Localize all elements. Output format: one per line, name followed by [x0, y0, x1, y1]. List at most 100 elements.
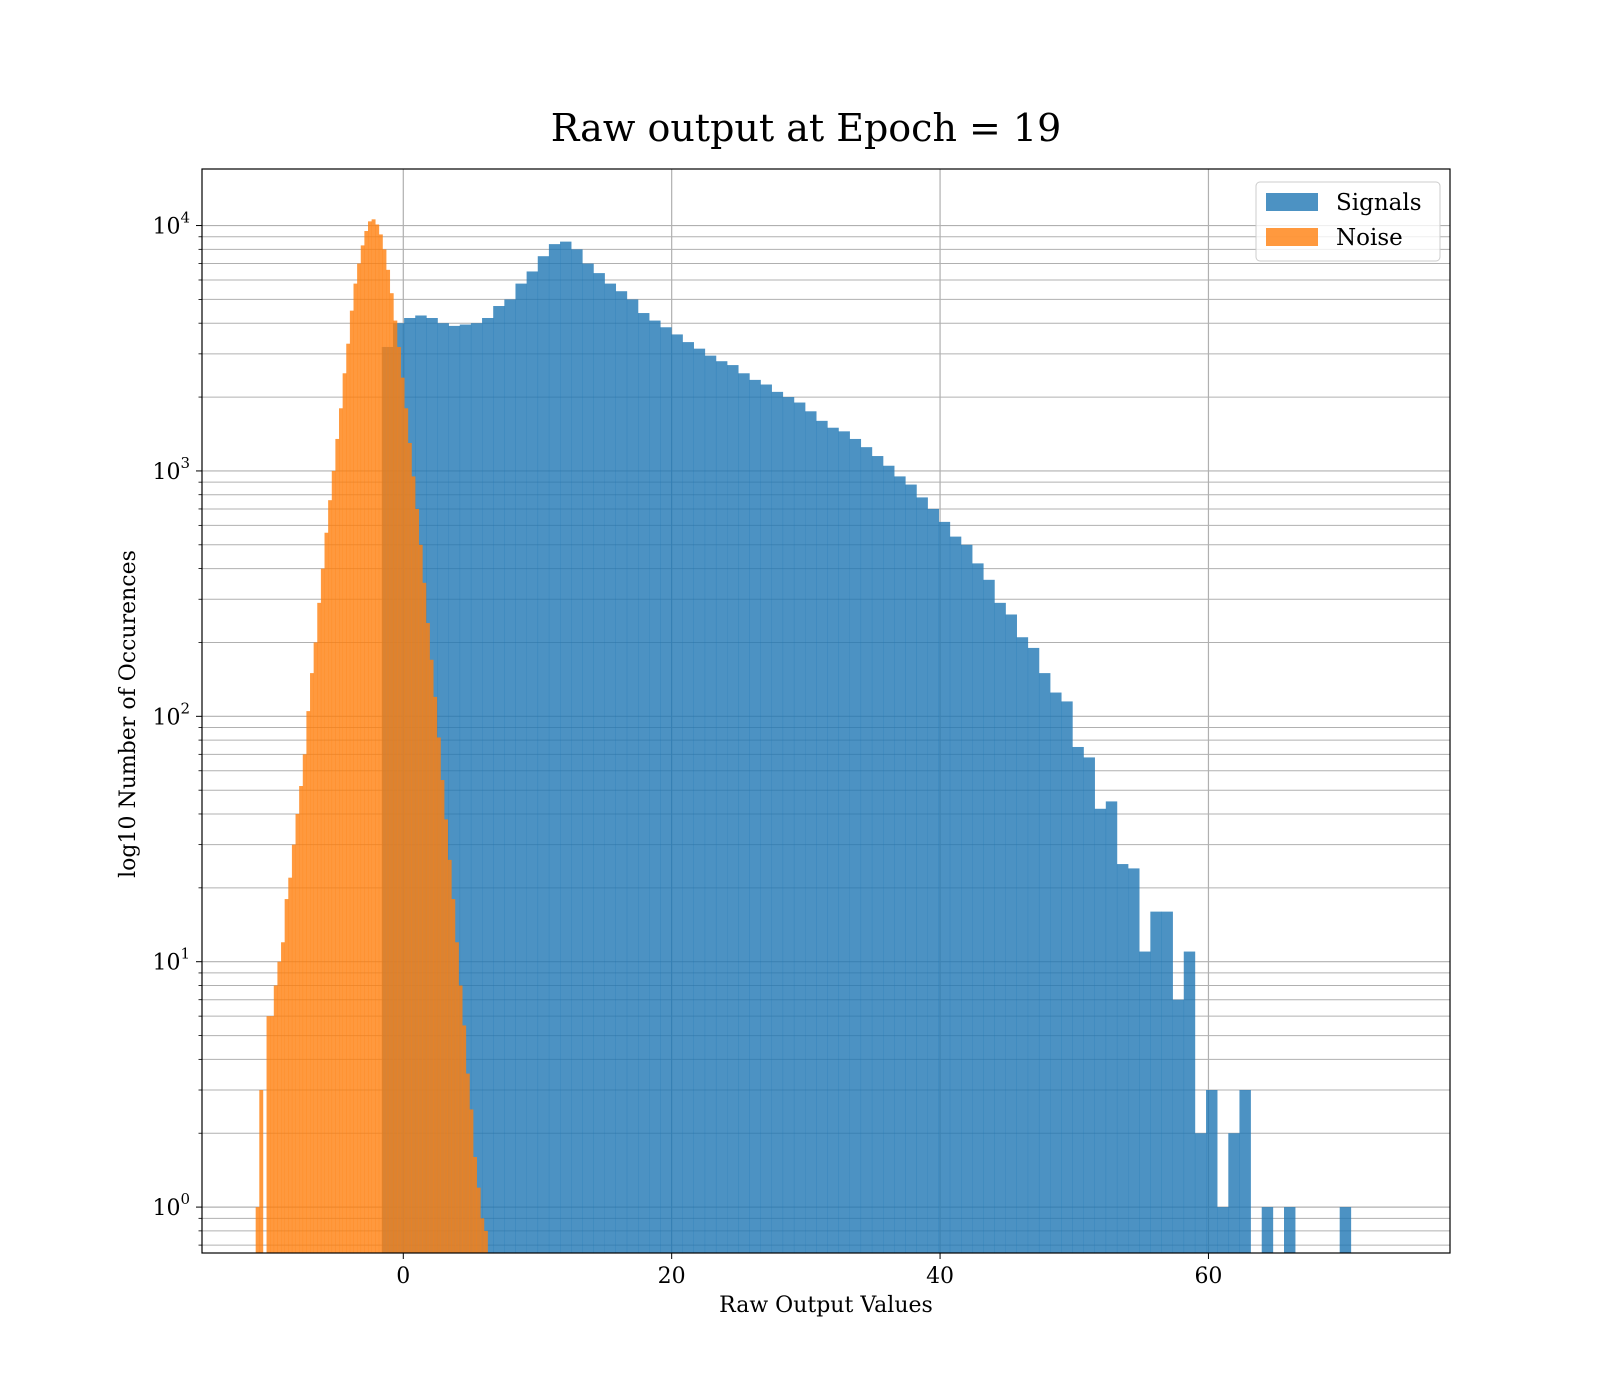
noise-bar [454, 942, 459, 1253]
signals-bar [883, 465, 895, 1253]
noise-bar [255, 1207, 260, 1253]
noise-bar [451, 899, 456, 1253]
signals-bar [1005, 614, 1017, 1253]
signals-bar [1139, 951, 1151, 1253]
y-axis-label: log10 Number of Occurences [116, 550, 141, 878]
noise-bar [273, 985, 278, 1253]
legend-swatch-signals [1266, 193, 1318, 211]
x-axis-label: Raw Output Values [719, 1293, 933, 1318]
signals-bar [1217, 1207, 1229, 1253]
noise-bar [284, 899, 289, 1253]
signals-bar [1339, 1207, 1352, 1253]
y-tick-exponent: 1 [180, 945, 190, 963]
noise-bar [346, 343, 351, 1253]
signals-bar [949, 536, 962, 1253]
noise-bar [331, 470, 336, 1253]
noise-bar [462, 1025, 467, 1253]
x-tick-label: 60 [1194, 1264, 1222, 1289]
signals-bar [1206, 1090, 1218, 1253]
signals-bar [660, 327, 672, 1253]
y-tick-exponent: 3 [180, 454, 190, 472]
noise-bar [407, 442, 412, 1253]
noise-bar [411, 476, 416, 1253]
chart-title: Raw output at Epoch = 19 [551, 106, 1062, 150]
noise-bar [306, 711, 311, 1253]
signals-bar [1083, 757, 1095, 1253]
signals-bar [738, 373, 750, 1253]
signals-bar [548, 244, 561, 1253]
signals-bar [1128, 868, 1140, 1253]
noise-bar [483, 1230, 488, 1253]
noise-bar [367, 221, 372, 1253]
y-tick-base: 10 [152, 705, 180, 730]
noise-bar [418, 544, 423, 1253]
signals-bar [626, 299, 639, 1253]
noise-bar [436, 737, 441, 1253]
signals-bar [771, 391, 784, 1253]
noise-bar [375, 224, 380, 1253]
signals-bar [1172, 999, 1185, 1253]
noise-bar [404, 408, 409, 1253]
signals-bar [715, 361, 728, 1253]
signals-bar [805, 411, 817, 1253]
signals-bar [1161, 911, 1173, 1253]
signals-bar [470, 323, 483, 1253]
noise-bar [324, 532, 329, 1253]
legend-label-signals: Signals [1336, 190, 1422, 216]
noise-bar [389, 293, 394, 1253]
noise-bar [400, 377, 405, 1253]
signals-bar [693, 348, 706, 1253]
signals-bar [1061, 701, 1073, 1253]
signals-bar [1261, 1207, 1274, 1253]
plot-frame [201, 168, 1451, 1254]
signals-bar [560, 241, 572, 1253]
signals-bar [526, 271, 539, 1253]
signals-bar [615, 291, 628, 1253]
signals-bar [1150, 911, 1162, 1253]
noise-bar [302, 754, 307, 1253]
noise-bar [422, 582, 427, 1253]
noise-bar [299, 786, 304, 1253]
y-tick-exponent: 0 [180, 1190, 190, 1208]
signals-bar [816, 420, 828, 1253]
signals-bar [960, 544, 973, 1253]
noise-bar [360, 245, 365, 1253]
signals-bar [793, 402, 806, 1253]
x-tick-label: 40 [926, 1264, 954, 1289]
signals-bar [1027, 647, 1040, 1253]
noise-bar [320, 568, 325, 1253]
signals-bar [1072, 746, 1084, 1253]
signals-bar [871, 456, 884, 1253]
signals-bar [504, 299, 516, 1253]
signals-bar [827, 427, 839, 1253]
y-tick-label: 104 [152, 209, 190, 240]
noise-bar [295, 813, 300, 1253]
noise-bar [378, 234, 383, 1253]
noise-bar [444, 819, 449, 1253]
signals-bar [1183, 951, 1196, 1253]
signals-bar [1038, 673, 1051, 1253]
signals-bar [916, 497, 928, 1253]
y-tick-base: 10 [152, 1196, 180, 1221]
signals-bar [905, 484, 917, 1253]
signals-bar [727, 365, 739, 1253]
signals-bar [571, 249, 583, 1253]
noise-bar [396, 346, 401, 1253]
noise-bar [277, 961, 282, 1253]
signals-bar [1016, 637, 1029, 1253]
noise-bar [429, 659, 434, 1253]
signals-bar [860, 447, 873, 1253]
noise-bar [469, 1109, 474, 1253]
signals-bar [938, 521, 951, 1253]
noise-bar [288, 877, 293, 1253]
noise-bar [328, 500, 333, 1253]
noise-bar [353, 283, 358, 1253]
noise-bar [415, 508, 420, 1253]
signals-bar [482, 317, 494, 1253]
signals-bar [760, 384, 772, 1253]
signals-bar [604, 283, 617, 1253]
y-tick-base: 10 [152, 460, 180, 485]
bars [255, 219, 1352, 1253]
